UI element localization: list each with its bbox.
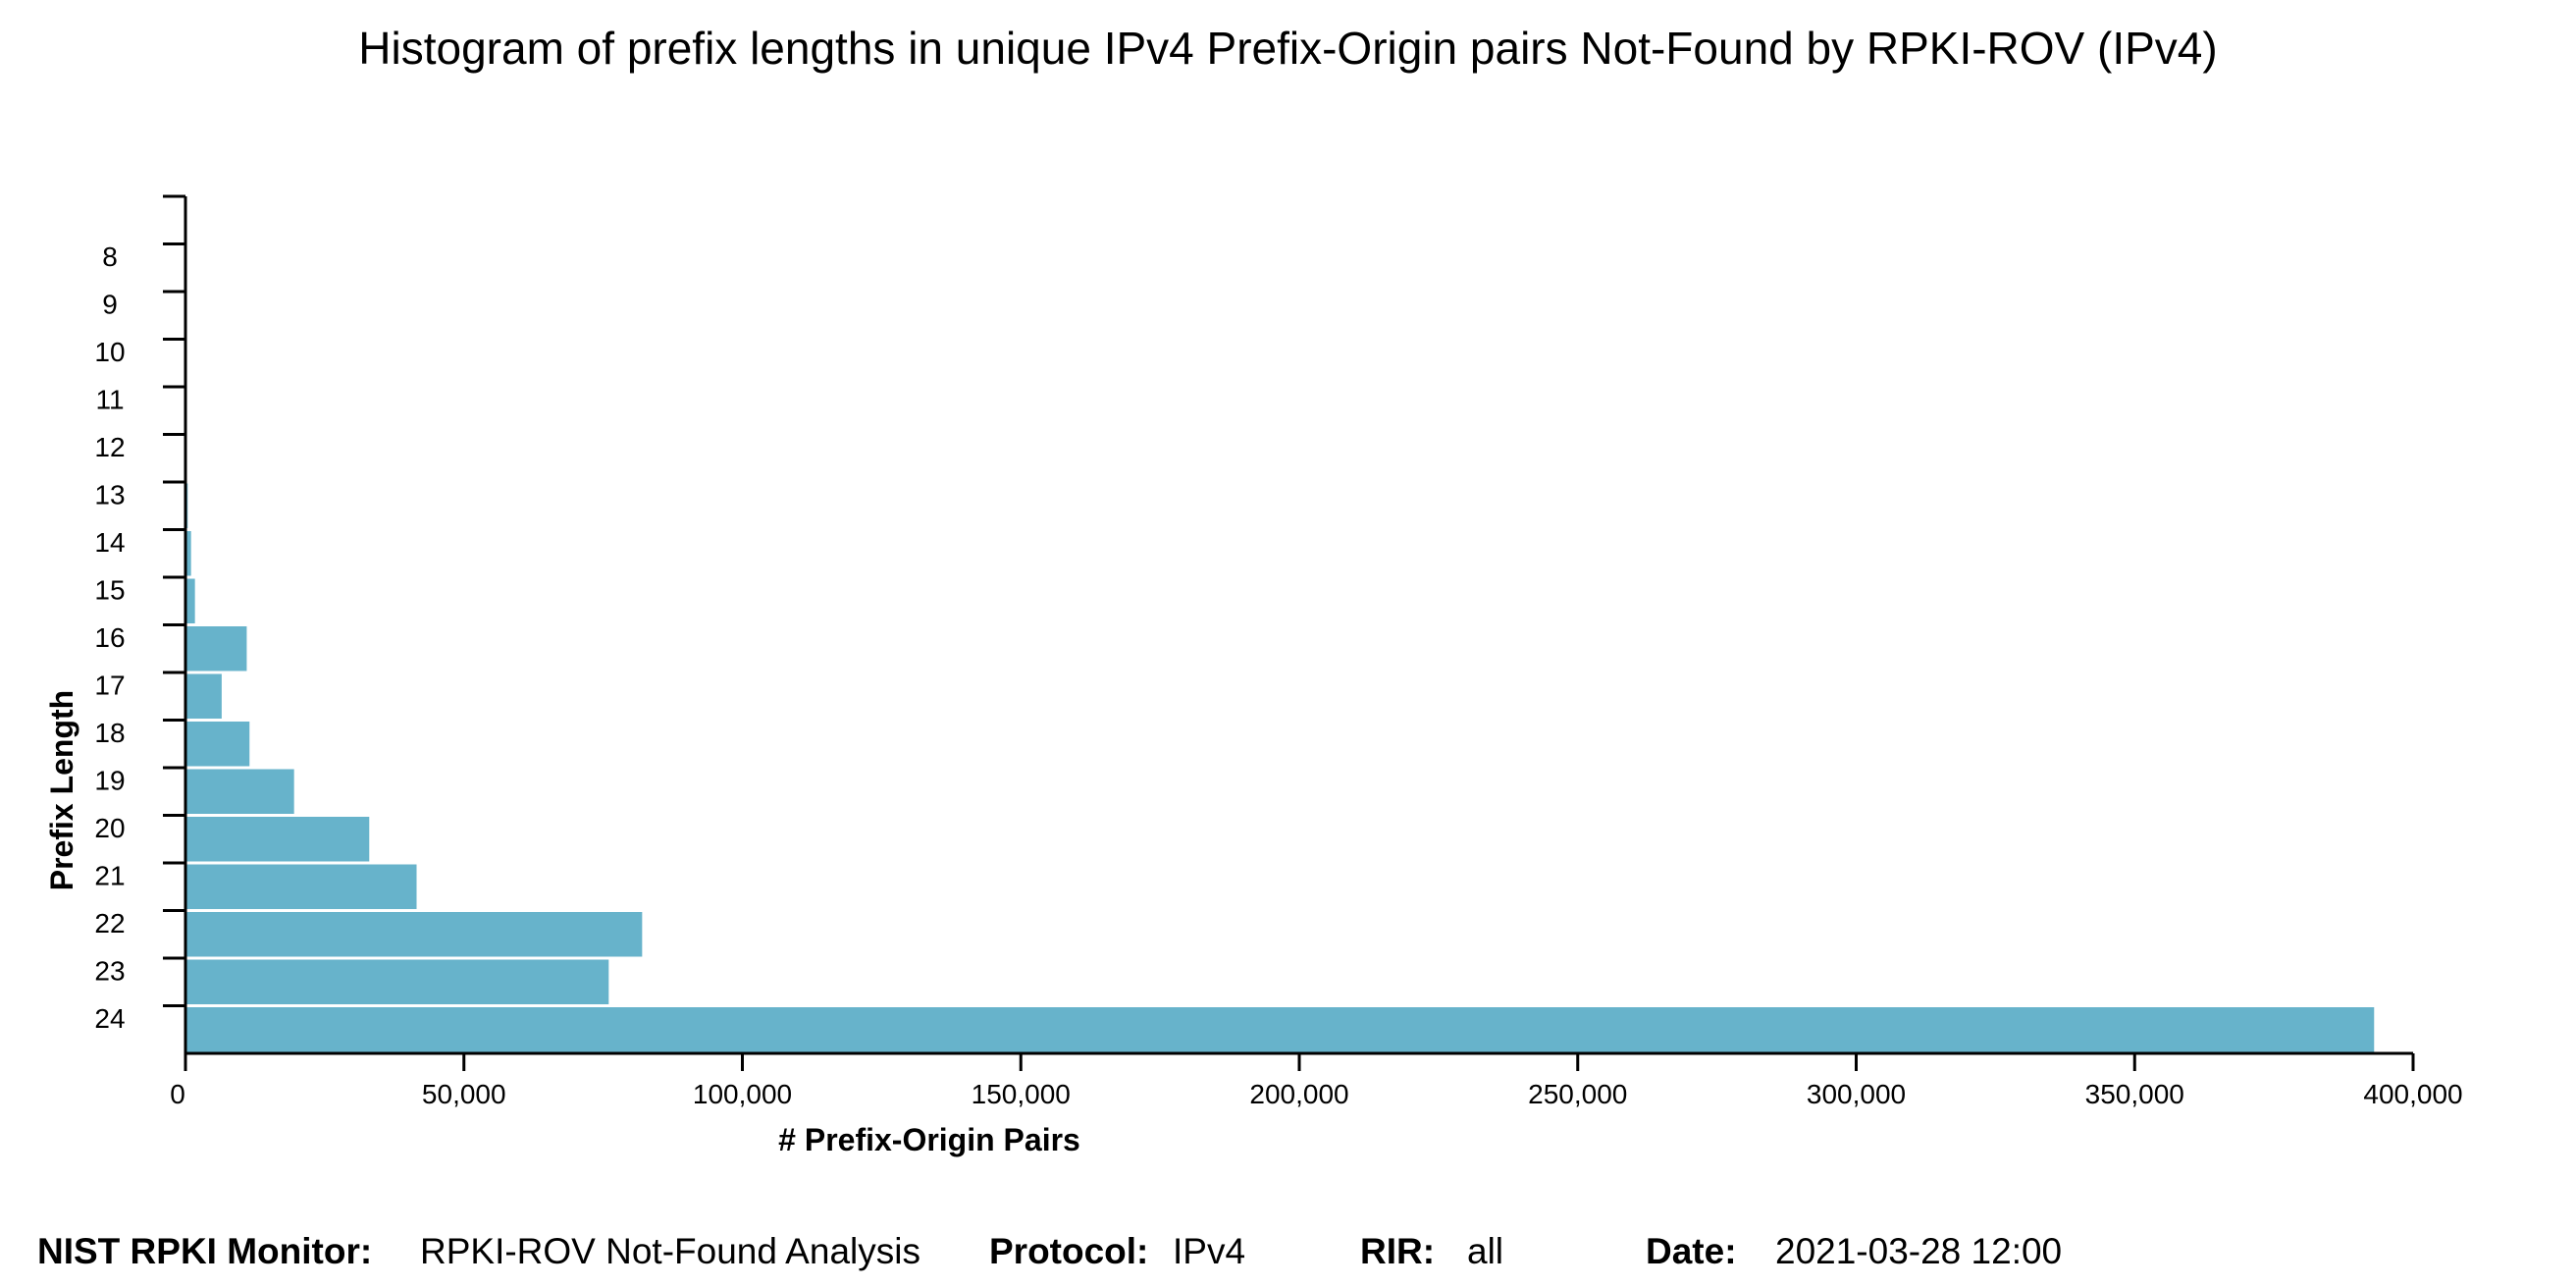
bar-20	[185, 817, 370, 862]
y-tick-label-21: 21	[94, 860, 125, 890]
footer-monitor-label: NIST RPKI Monitor:	[37, 1231, 373, 1271]
y-tick-label-14: 14	[94, 527, 125, 558]
x-tick-label: 300,000	[1807, 1079, 1906, 1109]
y-tick-label-16: 16	[94, 622, 125, 653]
bar-15	[185, 578, 195, 623]
chart-title: Histogram of prefix lengths in unique IP…	[358, 23, 2218, 74]
footer-rir-label: RIR:	[1360, 1231, 1436, 1271]
x-tick-label: 0	[170, 1079, 185, 1109]
x-tick-label: 50,000	[422, 1079, 506, 1109]
footer-date-label: Date:	[1646, 1231, 1737, 1271]
y-tick-label-15: 15	[94, 574, 125, 605]
y-tick-label-17: 17	[94, 670, 125, 700]
bars-group	[185, 245, 2375, 1052]
y-tick-label-22: 22	[94, 908, 125, 939]
y-tick-label-24: 24	[94, 1003, 125, 1034]
footer-rir-value: all	[1467, 1231, 1504, 1271]
footer-protocol-label: Protocol:	[989, 1231, 1149, 1271]
x-tick-label: 350,000	[2085, 1079, 2184, 1109]
axes-group: 8 9 10 11 12 13 14 15 16 17 18 19 20 21 22 23 24 0 50,000 1…	[94, 194, 2463, 1109]
y-tick-label-23: 23	[94, 955, 125, 986]
bar-14	[185, 531, 191, 576]
bar-18	[185, 722, 250, 767]
footer-date-value: 2021-03-28 12:00	[1775, 1231, 2063, 1271]
y-tick-label-9: 9	[102, 289, 118, 319]
y-tick-label-12: 12	[94, 432, 125, 462]
x-tick-label: 200,000	[1249, 1079, 1348, 1109]
y-axis-title: Prefix Length	[44, 690, 79, 890]
x-tick-label: 400,000	[2363, 1079, 2462, 1109]
x-tick-label: 150,000	[972, 1079, 1071, 1109]
x-tick-label: 100,000	[693, 1079, 792, 1109]
bar-22	[185, 912, 643, 957]
y-tick-label-13: 13	[94, 479, 125, 510]
footer-protocol-value: IPv4	[1173, 1231, 1246, 1271]
footer: NIST RPKI Monitor: RPKI-ROV Not-Found An…	[0, 1231, 2576, 1278]
bar-19	[185, 769, 294, 814]
bar-17	[185, 673, 222, 719]
y-tick-label-11: 11	[95, 384, 124, 414]
y-tick-label-8: 8	[102, 242, 118, 272]
y-tick-label-20: 20	[94, 813, 125, 843]
y-tick-label-18: 18	[94, 718, 125, 748]
y-tick-label-10: 10	[94, 337, 125, 367]
y-tick-label-19: 19	[94, 765, 125, 795]
bar-23	[185, 959, 609, 1004]
bar-24	[185, 1007, 2375, 1052]
footer-monitor-value: RPKI-ROV Not-Found Analysis	[420, 1231, 920, 1271]
x-axis-title: # Prefix-Origin Pairs	[778, 1122, 1080, 1157]
bar-21	[185, 864, 417, 909]
bar-16	[185, 626, 247, 671]
x-tick-label: 250,000	[1528, 1079, 1627, 1109]
